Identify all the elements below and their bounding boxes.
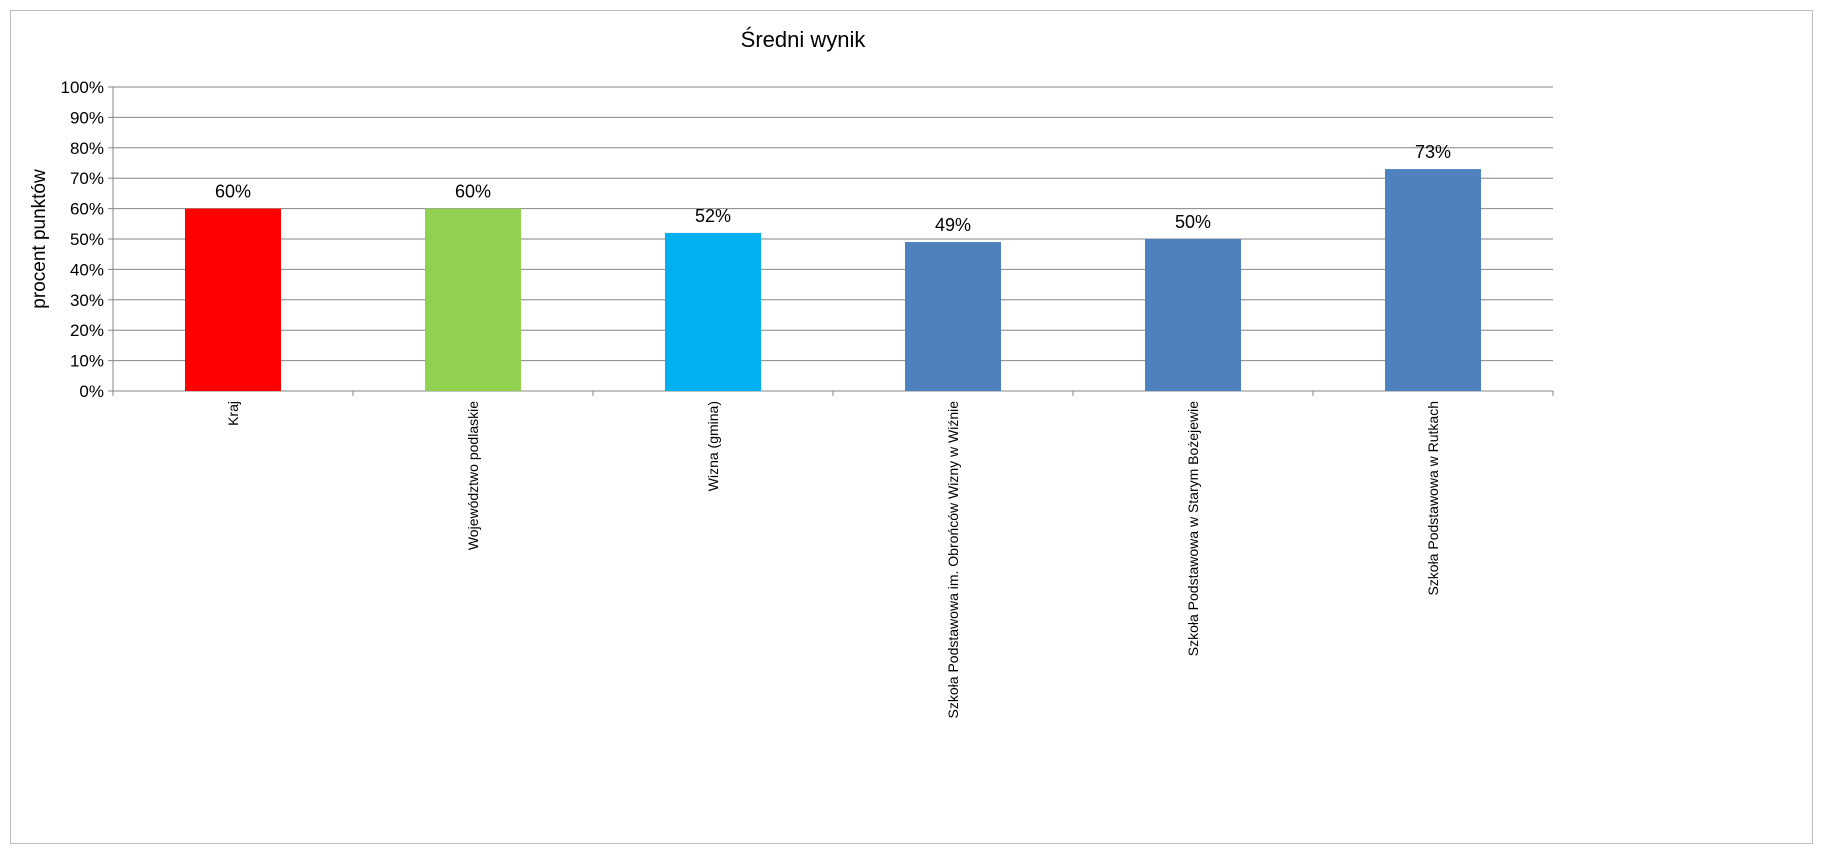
data-label: 60% [455, 182, 491, 202]
data-label: 50% [1175, 212, 1211, 232]
bar [185, 208, 281, 391]
y-tick-label: 90% [70, 108, 104, 127]
chart-frame: Średni wynik procent punktów 0% 10% 20% 30% 40… [10, 10, 1813, 844]
chart-title: Średni wynik [741, 27, 867, 52]
x-category-label: Szkoła Podstawowa w Starym Bożejewie [1185, 401, 1201, 656]
y-tick-label: 20% [70, 321, 104, 340]
data-label: 49% [935, 215, 971, 235]
x-category-label: Województwo podlaskie [465, 401, 481, 550]
y-tick-label: 30% [70, 291, 104, 310]
bar [1385, 169, 1481, 391]
bar [425, 208, 521, 391]
x-category-label: Kraj [225, 401, 241, 426]
y-axis-label: procent punktów [29, 169, 50, 309]
data-label: 73% [1415, 142, 1451, 162]
bar [905, 242, 1001, 391]
y-tick-label: 70% [70, 169, 104, 188]
y-tick-label: 10% [70, 352, 104, 371]
x-category-label: Szkoła Podstawowa w Rutkach [1425, 401, 1441, 596]
y-tick-label: 0% [79, 382, 104, 401]
y-tick-label: 40% [70, 260, 104, 279]
data-label: 52% [695, 206, 731, 226]
x-category-label: Wizna (gmina) [705, 401, 721, 491]
x-category-label: Szkoła Podstawowa im. Obrońców Wizny w W… [945, 401, 961, 719]
y-tick-label: 50% [70, 230, 104, 249]
bar [665, 232, 761, 391]
y-tick-label: 80% [70, 139, 104, 158]
bar-chart: Średni wynik procent punktów 0% 10% 20% 30% 40… [29, 27, 1554, 719]
data-label: 60% [215, 182, 251, 202]
bar [1145, 239, 1241, 391]
y-tick-label: 60% [70, 200, 104, 219]
y-tick-label: 100% [61, 78, 104, 97]
